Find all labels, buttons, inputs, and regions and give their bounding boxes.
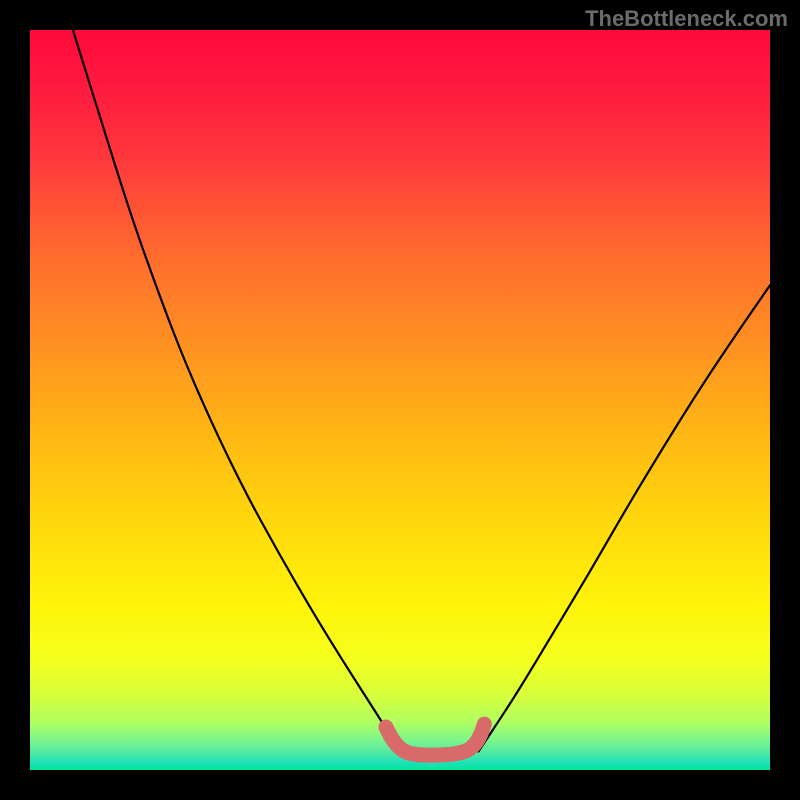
watermark-text: TheBottleneck.com	[585, 6, 788, 32]
bottleneck-chart	[30, 30, 770, 770]
chart-svg	[30, 30, 770, 770]
chart-background	[30, 30, 770, 770]
